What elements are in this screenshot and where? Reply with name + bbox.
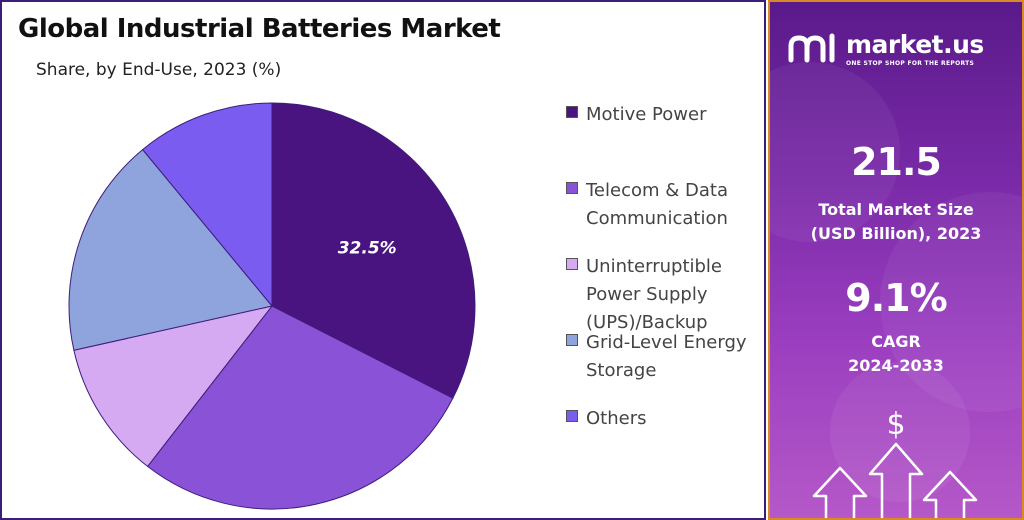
brand-tagline: ONE STOP SHOP FOR THE REPORTS	[846, 60, 975, 67]
data-label-motive-power: 32.5%	[338, 239, 397, 259]
chart-title: Global Industrial Batteries Market	[18, 14, 501, 44]
legend-swatch	[566, 258, 578, 270]
brand-name: market.us	[846, 30, 984, 59]
pie-slice-motive-power	[271, 102, 476, 399]
pie-slice-telecom-data-communication	[146, 305, 454, 510]
legend-label: Motive Power	[586, 104, 707, 125]
market-size-value: 21.5	[851, 140, 942, 184]
legend-swatch	[566, 410, 578, 422]
cagr-label: CAGR 2024-2033	[848, 332, 944, 375]
svg-text:$: $	[886, 407, 905, 442]
legend-label: Telecom & Data Communication	[586, 180, 728, 229]
pie-slice-uninterruptible-power-supply-ups-backup	[73, 305, 274, 468]
legend-label: Uninterruptible Power Supply (UPS)/Backu…	[586, 256, 723, 333]
legend-swatch	[566, 106, 578, 118]
chart-legend: Motive Power Telecom & Data Communication…	[566, 98, 766, 438]
growth-arrows-icon	[812, 442, 978, 518]
dollar-sign-icon: $	[886, 407, 905, 442]
pie-slice-others	[141, 102, 273, 308]
legend-label: Grid-Level Energy Storage	[586, 332, 747, 381]
chart-subtitle: Share, by End-Use, 2023 (%)	[36, 60, 282, 80]
cagr-value: 9.1%	[845, 276, 947, 320]
background-texture	[770, 62, 1022, 502]
pie-chart: 32.5%	[68, 102, 476, 510]
pie-slice-grid-level-energy-storage	[68, 148, 273, 351]
market-us-logo-icon	[788, 33, 835, 63]
market-size-label: Total Market Size (USD Billion), 2023	[810, 200, 982, 243]
legend-swatch	[566, 334, 578, 346]
legend-swatch	[566, 182, 578, 194]
stats-panel: market.us ONE STOP SHOP FOR THE REPORTS …	[768, 0, 1024, 520]
brand-block: market.us ONE STOP SHOP FOR THE REPORTS	[788, 30, 1008, 70]
legend-label: Others	[586, 408, 647, 429]
chart-panel: Global Industrial Batteries Market Share…	[0, 0, 766, 520]
